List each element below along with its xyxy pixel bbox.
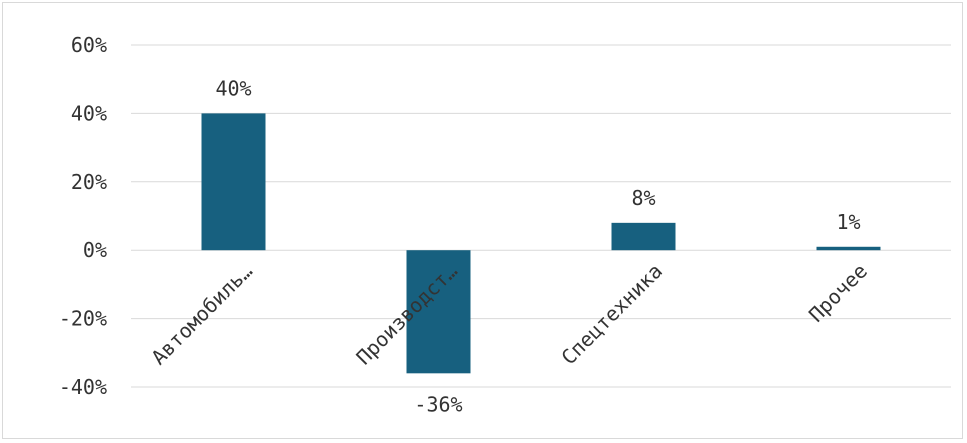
bar: [612, 223, 676, 250]
bars: [202, 113, 881, 373]
data-label: -36%: [414, 392, 462, 416]
y-tick-label: 20%: [71, 170, 107, 194]
data-label: 40%: [215, 76, 251, 100]
bar: [817, 247, 881, 250]
bar: [202, 113, 266, 250]
category-labels: Автомобиль… Производст… Спецтехника Прочее: [146, 259, 872, 370]
y-axis-tick-labels: 60% 40% 20% 0% -20% -40%: [59, 33, 107, 399]
category-label: Прочее: [804, 259, 872, 327]
y-tick-label: 60%: [71, 33, 107, 57]
data-labels: 40% -36% 8% 1%: [215, 76, 860, 416]
data-label: 8%: [631, 186, 655, 210]
y-tick-label: 0%: [83, 238, 107, 262]
category-label: Спецтехника: [556, 259, 667, 370]
data-label: 1%: [836, 210, 860, 234]
y-tick-label: -20%: [59, 307, 107, 331]
y-tick-label: 40%: [71, 101, 107, 125]
y-tick-label: -40%: [59, 375, 107, 399]
bar-chart: 60% 40% 20% 0% -20% -40% 40% -36% 8% 1% Автомоби…: [3, 3, 964, 440]
category-label: Автомобиль…: [146, 259, 257, 370]
